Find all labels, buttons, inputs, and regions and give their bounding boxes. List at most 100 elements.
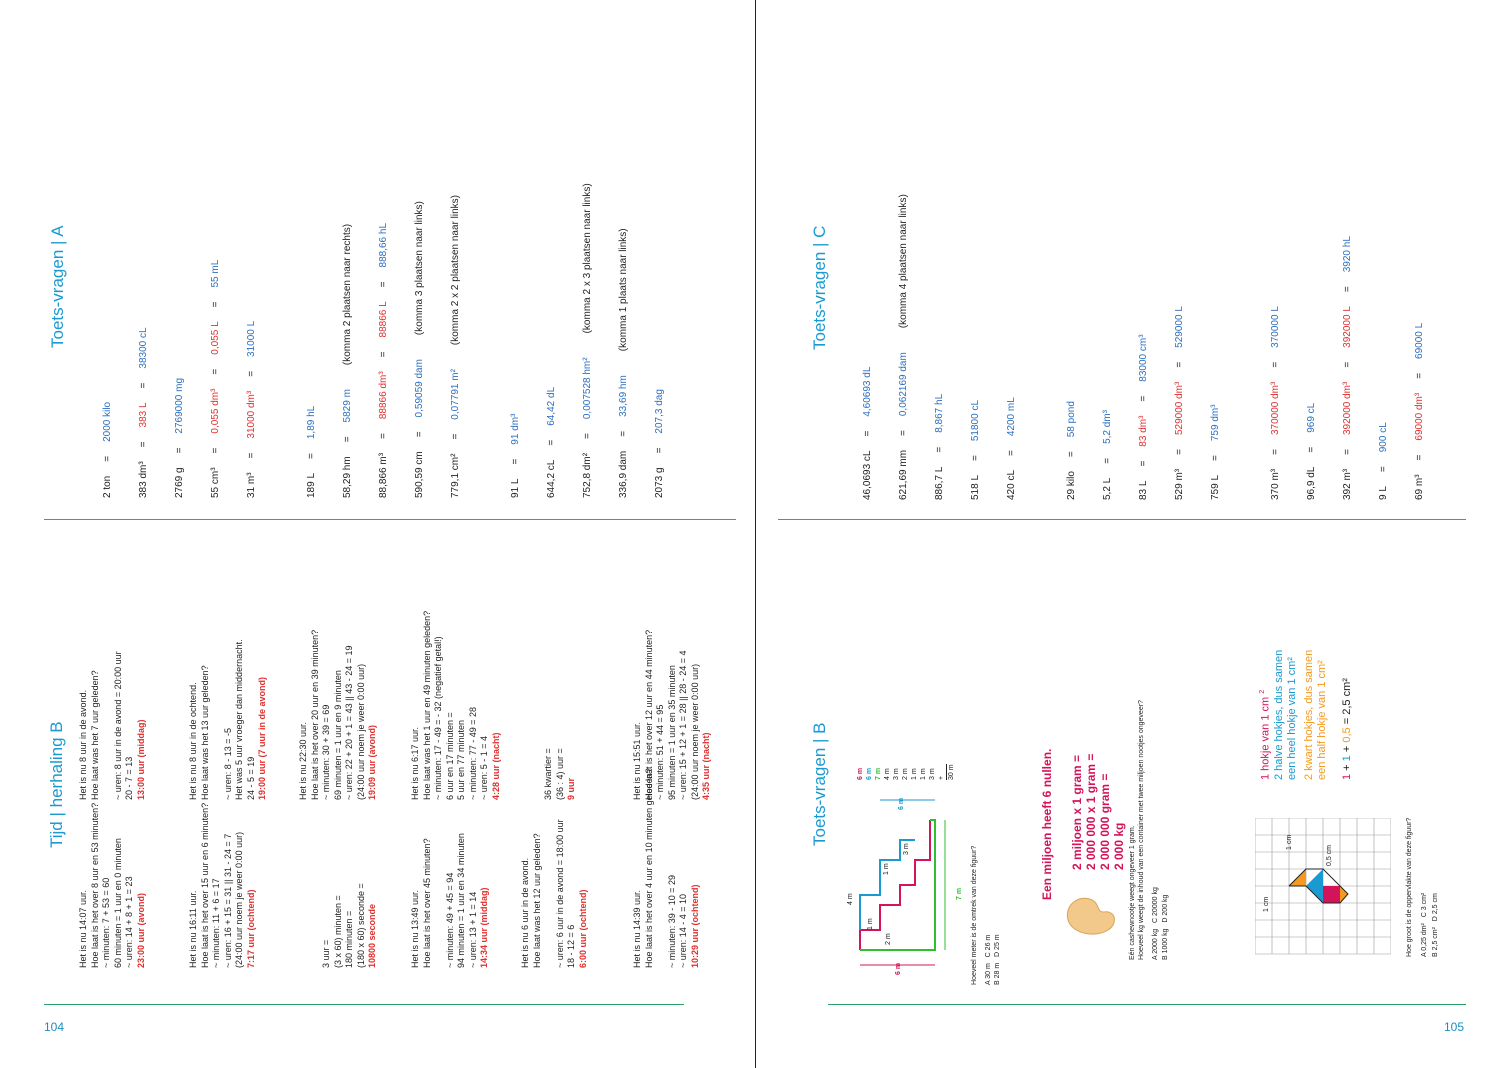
conversion-a: 383 dm³ (138, 461, 149, 498)
area-explanation: 1 hokje van 1 cm 2 2 halve hokjes, dus s… (1259, 649, 1353, 780)
perimeter-label-right: 7 m (956, 887, 963, 900)
conversion-d: 55 mL (210, 259, 221, 288)
section-time-title: Tijd | herhaling B (47, 721, 66, 848)
time-line: ~ uren: 22 + 20 + 1 = 43 || 43 - 24 = 19 (344, 645, 354, 800)
right-section-rule (778, 519, 1466, 520)
conversion-eq1: = (102, 455, 113, 462)
conversion-eq1: = (1138, 460, 1149, 467)
conversion-a: 189 L (306, 472, 317, 498)
time-line: 95 minuten = 1 uur en 35 minuten (666, 665, 677, 800)
section-c-title: Toets-vragen | C (810, 225, 829, 350)
conversion-b: 58 pond (1066, 401, 1077, 438)
conversion-a: 9 L (1378, 486, 1389, 500)
time-block: Het is nu 8 uur in de ochtend. Hoe laat w… (188, 639, 269, 800)
time-line: Het is nu 13:49 uur. (410, 889, 420, 968)
time-block: Het is nu 14:07 uur. Hoe laat is het over… (78, 803, 147, 968)
conversion-eq2: = (1414, 372, 1425, 379)
perimeter-sum-total: 30 m (946, 764, 956, 780)
conversion-a: 2769 g (174, 467, 185, 498)
conversion-row: 2 ton = 2000 kilo (102, 388, 113, 498)
area-label-1cm-a: 1 cm (1263, 896, 1270, 912)
conversion-note: (komma 2 x 3 plaatsen naar links) (582, 183, 593, 334)
conversion-row: 420 cL = 4200 mL (1006, 383, 1017, 500)
conversion-eq2: = (246, 370, 257, 377)
time-line: Het is nu 6 uur in de avond. (520, 857, 530, 968)
time-line: Hoe laat was het 12 uur geleden? (531, 833, 542, 968)
time-line: 7:17 uur (ochtend) (245, 889, 256, 968)
time-line: ~ uren: 8 uur in de avond = 20:00 uur (112, 651, 123, 800)
conversion-eq1: = (654, 447, 665, 454)
million-q1: Eén cashewnootje weegt ongeveer 1 gram. (1129, 825, 1136, 960)
conversion-b: 5,2 dm³ (1102, 410, 1113, 444)
conversion-eq2: = (1138, 395, 1149, 402)
conversion-a: 336,9 dam (618, 450, 629, 498)
conversion-eq2: = (1342, 361, 1353, 368)
conversion-a: 31 m³ (246, 472, 257, 498)
time-line: 19:09 uur (avond) (367, 724, 377, 800)
time-line: ~ minuten: 51 + 44 = 95 (655, 704, 665, 800)
perimeter-sum-term: 1 m (920, 768, 927, 780)
conversion-row: 58,29 hm = 5829 m (komma 2 plaatsen naar re… (342, 210, 353, 498)
conversion-eq1: = (378, 433, 389, 439)
time-line (310, 883, 322, 968)
conversion-eq1: = (306, 453, 317, 459)
time-line: (180 x 60) seconde = (355, 883, 366, 968)
conversion-row: 69 m³ = 69000 dm³ = 69000 L (1414, 309, 1425, 500)
conversion-row: 55 cm³ = 0,055 dm³ = 0,055 L = 55 mL (210, 246, 221, 498)
time-block: Het is nu 8 uur in de avond. Hoe laat was… (78, 651, 147, 800)
time-line: 6:00 uur (ochtend) (577, 889, 588, 968)
conversion-row: 383 dm³ = 383 L = 38300 cL (138, 313, 149, 498)
conversion-b: 33,69 hm (618, 375, 629, 417)
time-line: Hoe laat is het over 20 uur en 39 minute… (309, 629, 320, 800)
conversion-eq3: = (378, 281, 389, 288)
area-label-1cm-b: 1 cm (1286, 834, 1293, 850)
time-line: 14:34 uur (middag) (479, 887, 489, 968)
time-line: 180 minuten = (344, 910, 354, 968)
conversion-b: 51800 cL (970, 399, 981, 442)
perimeter-figure (859, 799, 946, 966)
conversion-row: 31 m³ = 31000 dm³ = 31000 L (246, 307, 257, 498)
time-line: ~ uren: 14 + 8 + 1 = 23 (124, 876, 134, 968)
perimeter-label-3m: 3 m (903, 843, 910, 855)
time-line: 9 uur (566, 777, 576, 800)
conversion-b: 83 dm³ (1138, 415, 1149, 447)
time-line: ~ uren: 15 + 12 + 1 = 28 || 28 - 24 = 4 (678, 650, 688, 800)
conversion-b: 0,055 dm³ (210, 388, 221, 434)
time-line: Het was 5 uur vroeger dan middernacht. (234, 639, 244, 800)
conversion-eq2: = (1270, 361, 1281, 368)
conversion-b: 370000 dm³ (1270, 381, 1281, 436)
conversion-eq3: = (210, 301, 221, 308)
conversion-eq1: = (1378, 466, 1389, 473)
conversion-b: 69000 dm³ (1414, 392, 1425, 441)
time-line: 19:00 uur (7 uur in de avond) (257, 676, 267, 800)
conversion-eq1: = (414, 431, 425, 438)
million-lines: 2 miljoen x 1 gram = 2 000 000 x 1 gram … (1070, 753, 1126, 870)
conversion-a: 759 L (1210, 474, 1221, 500)
conversion-eq2: = (210, 368, 221, 375)
perimeter-sum-term: 4 m (884, 768, 891, 780)
time-line (101, 651, 113, 800)
conversion-row: 9 L = 900 cL (1378, 408, 1389, 500)
perimeter-sum-term: 2 m (902, 768, 909, 780)
conversion-b: 8,867 hL (934, 393, 945, 433)
time-block: Het is nu 15:51 uur. Hoe laat is het over… (632, 630, 713, 800)
time-line: (3 x 60) minuten = (332, 895, 343, 968)
time-line (298, 883, 310, 968)
perimeter-label-1m-a: 1 m (867, 918, 874, 930)
conversion-note: (komma 4 plaatsen naar links) (898, 194, 909, 329)
conversion-note: (komma 1 plaats naar links) (618, 228, 629, 352)
section-b-title: Toets-vragen | B (810, 722, 829, 846)
time-line (433, 833, 445, 968)
conversion-eq1: = (1174, 449, 1185, 455)
conversion-b: 64,42 dL (546, 386, 557, 426)
time-line (520, 748, 532, 800)
conversion-c: 69000 L (1414, 322, 1425, 359)
conversion-b: 0,007528 hm² (582, 357, 593, 420)
time-block: Het is nu 6:17 uur. Hoe laat was het 1 uu… (410, 611, 502, 800)
conversion-row: 189 L = 1,89 hL (306, 392, 317, 498)
time-block: Het is nu 6 uur in de avond. Hoe laat was… (520, 819, 589, 968)
time-line (532, 748, 544, 800)
perimeter-sum-term: 1 m (911, 768, 918, 780)
time-line: Hoe laat was het 13 uur geleden? (199, 665, 210, 800)
conversion-eq1: = (618, 430, 629, 437)
